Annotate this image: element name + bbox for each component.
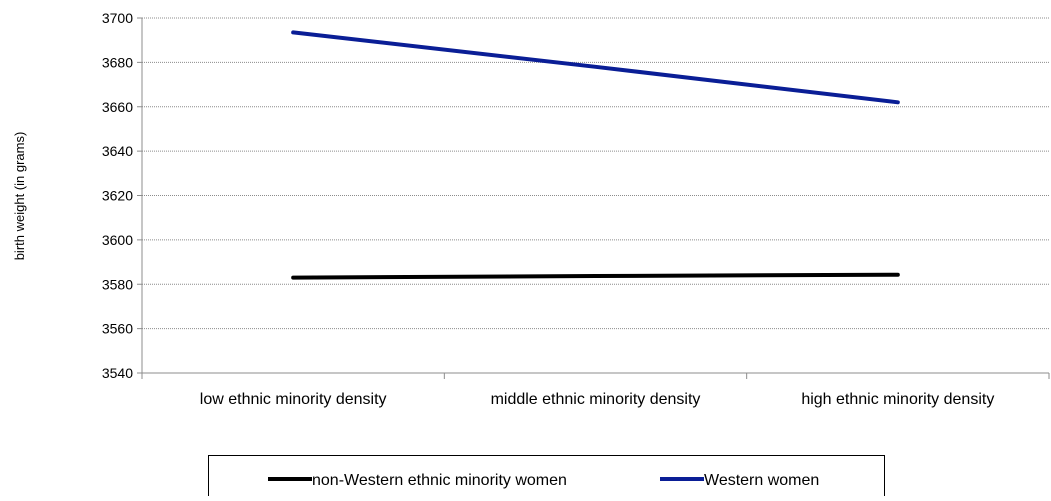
y-tick-label: 3680 [102, 54, 133, 70]
legend-box [208, 455, 885, 501]
y-tick-label: 3640 [102, 143, 133, 159]
y-tick-label: 3560 [102, 321, 133, 337]
y-tick-label: 3600 [102, 232, 133, 248]
y-tick-label: 3700 [102, 10, 133, 26]
x-tick-label: high ethnic minority density [801, 391, 994, 408]
series-lines [291, 30, 900, 280]
legend-label-1: Western women [704, 472, 819, 489]
y-tick-labels: 3540 3560 3580 3600 3620 3640 3660 3680 3700 [102, 10, 133, 381]
y-tick-label: 3660 [102, 99, 133, 115]
x-tick-labels: low ethnic minority density middle ethnic… [200, 391, 995, 408]
legend: non-Western ethnic minority women Western… [208, 455, 885, 501]
x-tick-label: low ethnic minority density [200, 391, 387, 408]
y-tick-label: 3580 [102, 276, 133, 292]
y-tick-label: 3620 [102, 188, 133, 204]
y-axis-title: birth weight (in grams) [12, 132, 27, 261]
x-tick-label: middle ethnic minority density [491, 391, 701, 408]
gridlines [142, 17, 1049, 330]
series-line-1 [291, 30, 900, 105]
legend-label-0: non-Western ethnic minority women [312, 472, 567, 489]
axes [137, 17, 1050, 379]
series-line-0 [291, 272, 900, 280]
y-tick-label: 3540 [102, 365, 133, 381]
